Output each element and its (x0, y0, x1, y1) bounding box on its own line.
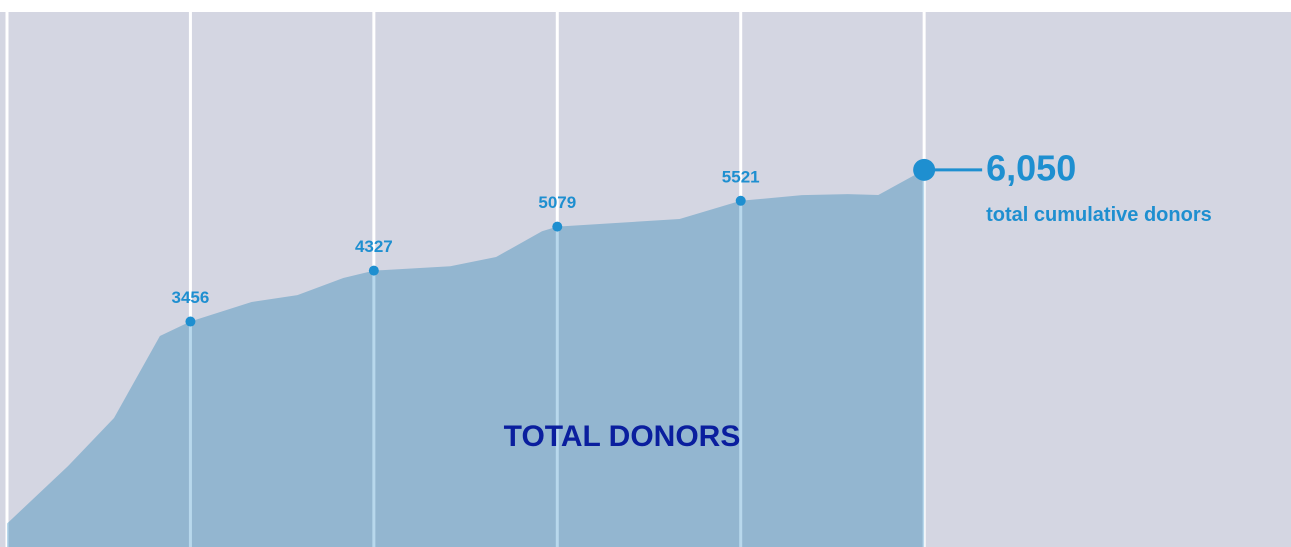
end-point (913, 158, 936, 181)
area (7, 169, 925, 547)
point-label: 3456 (172, 288, 210, 307)
end-caption: total cumulative donors (986, 204, 1212, 226)
point (185, 316, 196, 327)
point-label: 5079 (538, 193, 576, 212)
point (368, 265, 379, 276)
point-label: 5521 (722, 167, 760, 186)
point (735, 195, 746, 206)
point (552, 221, 563, 232)
chart-title: TOTAL DONORS (504, 420, 741, 453)
point-label: 4327 (355, 237, 393, 256)
end-label: 6,050 (986, 147, 1076, 188)
